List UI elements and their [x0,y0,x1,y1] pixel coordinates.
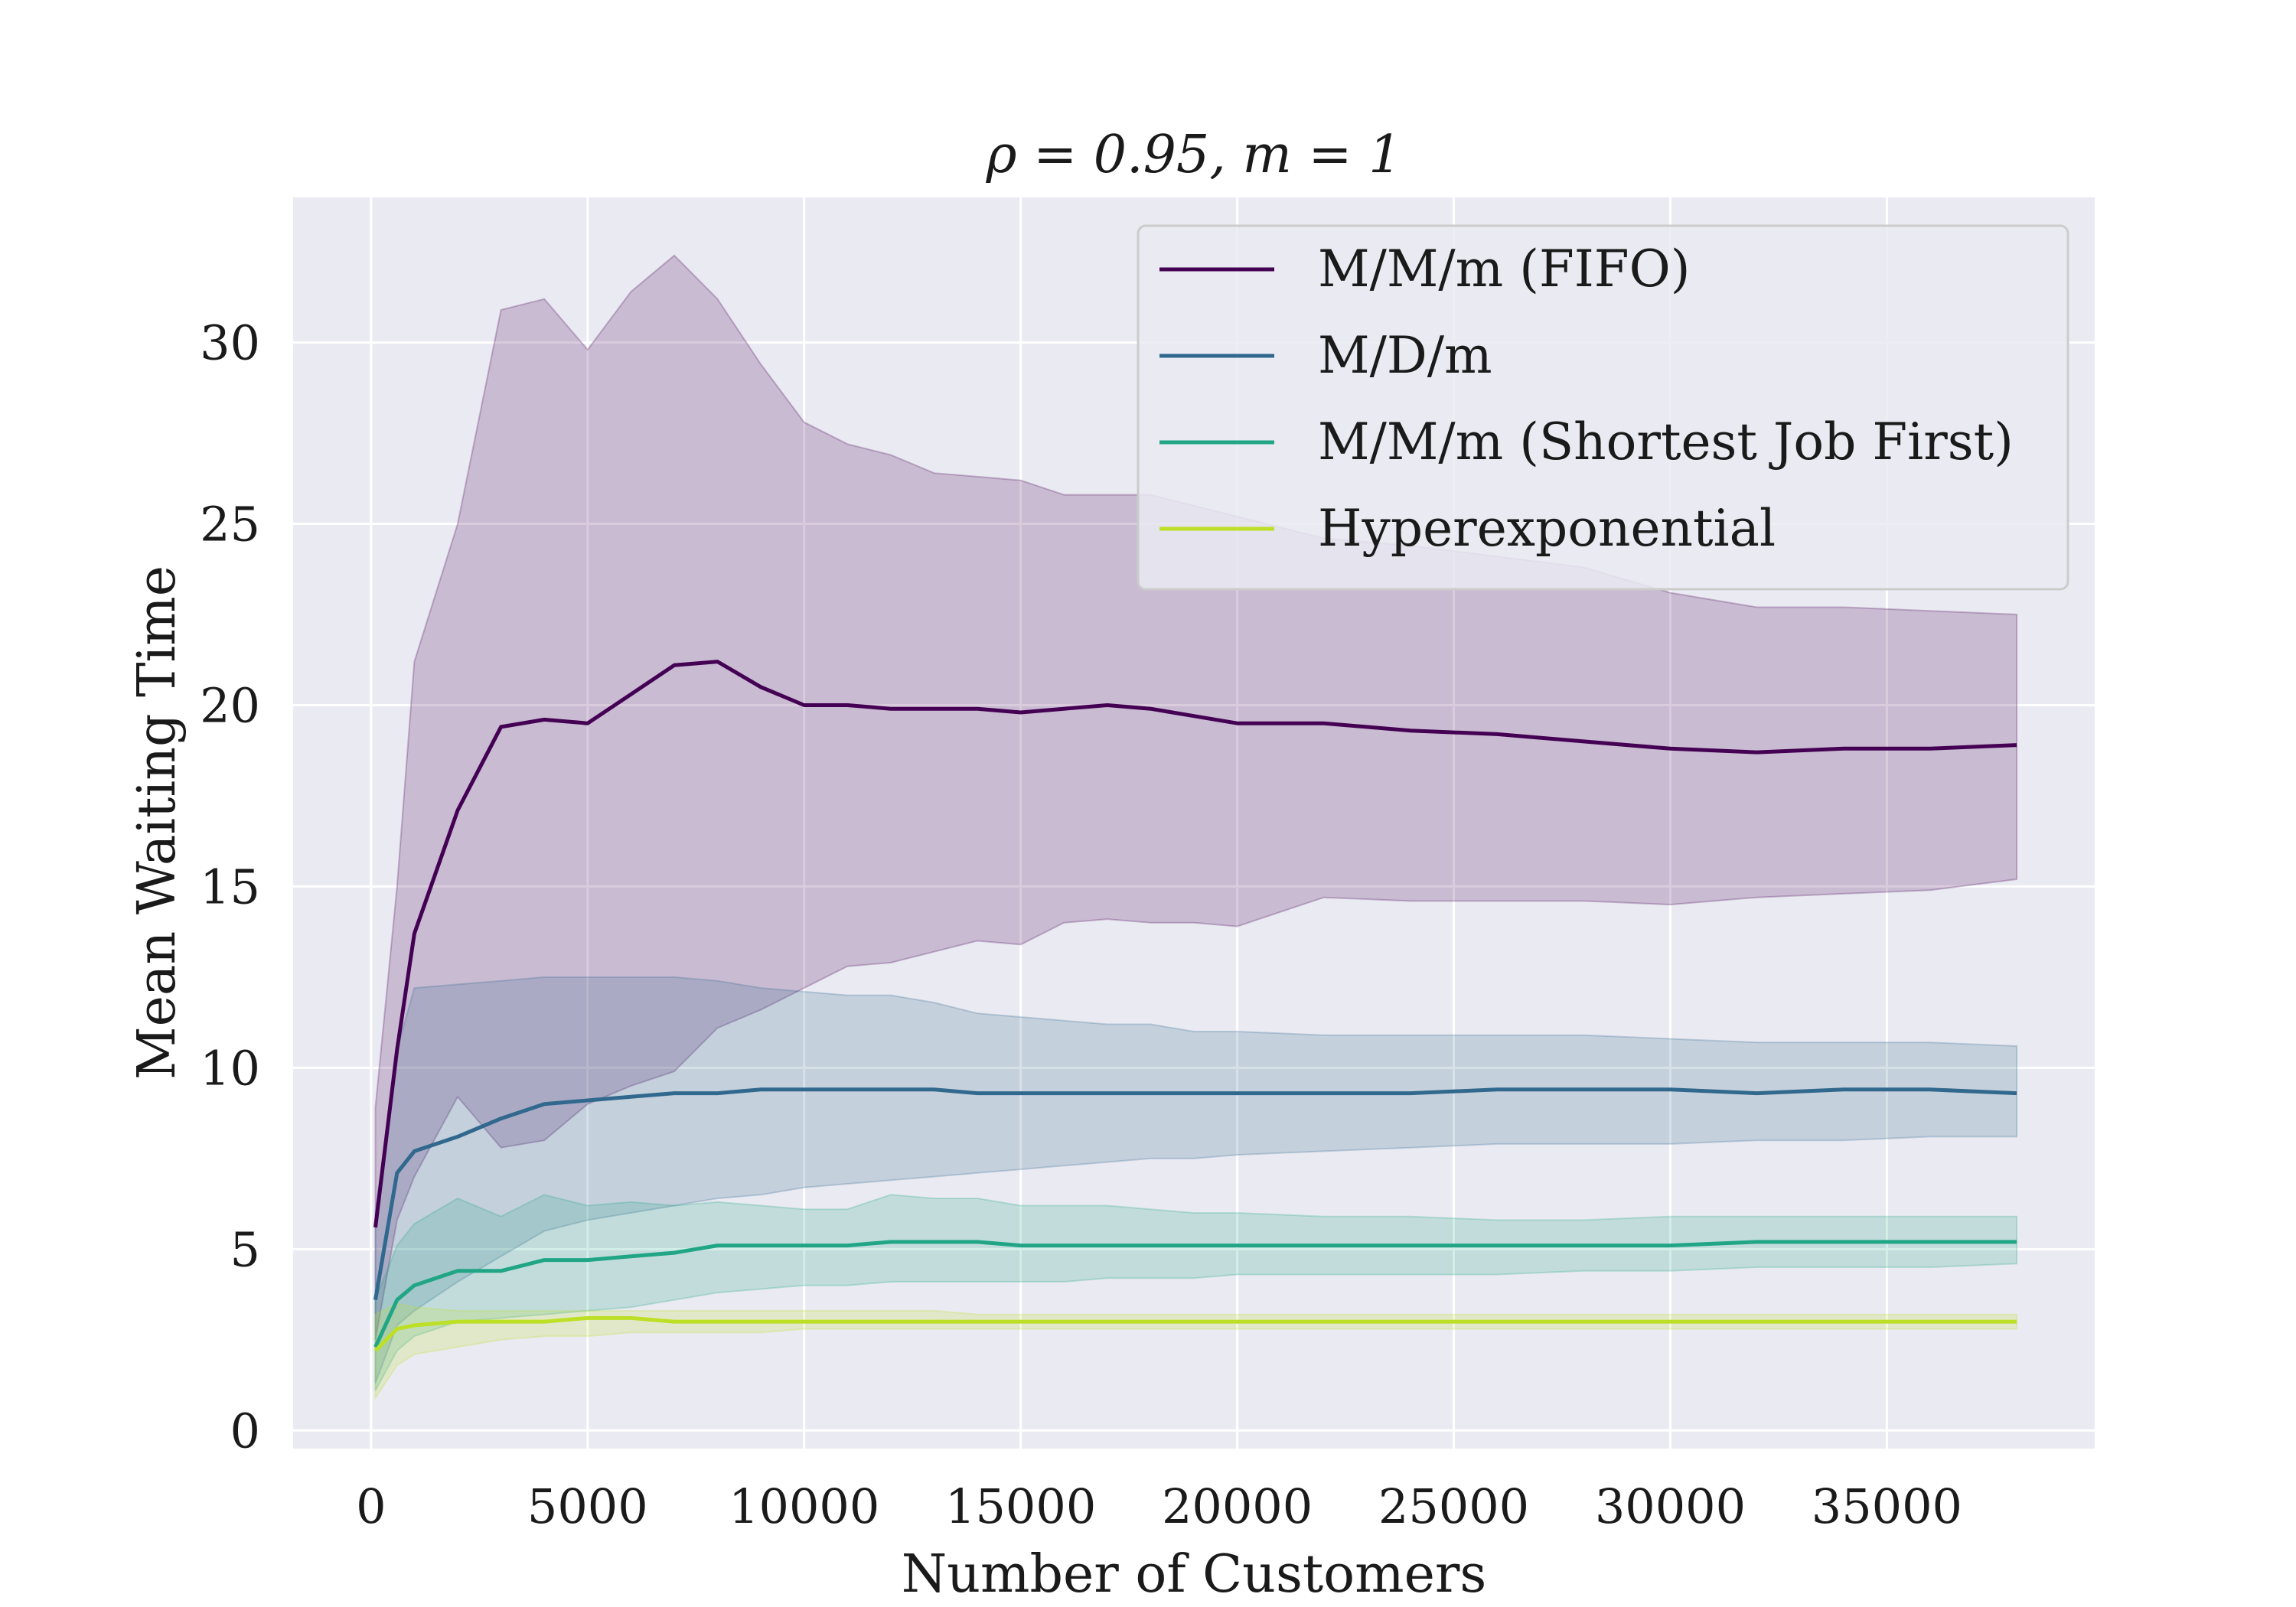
legend-label-2: M/M/m (Shortest Job First) [1318,412,2014,471]
band-series-1 [374,976,2018,1384]
y-tick-label: 30 [200,315,260,371]
chart-title: ρ = 0.95, m = 1 [986,125,1402,185]
legend-box [1137,224,2069,591]
legend-label-0: M/M/m (FIFO) [1318,240,1690,298]
band-series-3 [374,1302,2018,1401]
line-series-1 [373,1087,2017,1301]
x-tick-label: 20000 [1162,1478,1313,1534]
x-tick-label: 0 [356,1478,386,1534]
x-tick-label: 35000 [1812,1478,1962,1534]
x-axis-label: Number of Customers [902,1544,1487,1605]
y-axis-label: Mean Waiting Time [127,566,188,1080]
line-series-3 [373,1315,2017,1352]
x-tick-label: 10000 [729,1478,879,1534]
legend-label-3: Hyperexponential [1318,499,1776,558]
x-tick-label: 5000 [527,1478,648,1534]
y-tick-label: 20 [200,677,260,733]
y-tick-label: 0 [230,1403,260,1459]
y-tick-label: 5 [230,1221,260,1277]
x-tick-label: 25000 [1378,1478,1529,1534]
x-tick-label: 15000 [945,1478,1096,1534]
y-tick-labels: 0 5 10 15 20 25 30 [200,315,260,1459]
y-tick-label: 10 [200,1040,260,1096]
band-series-0 [374,254,2018,1340]
line-series-2 [373,1240,2017,1348]
line-series-0 [373,660,2017,1228]
series-lines [373,660,2017,1352]
y-tick-label: 15 [200,859,260,914]
legend-label-1: M/D/m [1318,326,1492,385]
x-tick-labels: 0 5000 10000 15000 20000 25000 30000 35000 [356,1478,1962,1534]
x-tick-label: 30000 [1595,1478,1746,1534]
legend: M/M/m (FIFO) M/D/m M/M/m (Shortest Job Fir… [1137,224,2069,591]
y-tick-label: 25 [200,497,260,553]
